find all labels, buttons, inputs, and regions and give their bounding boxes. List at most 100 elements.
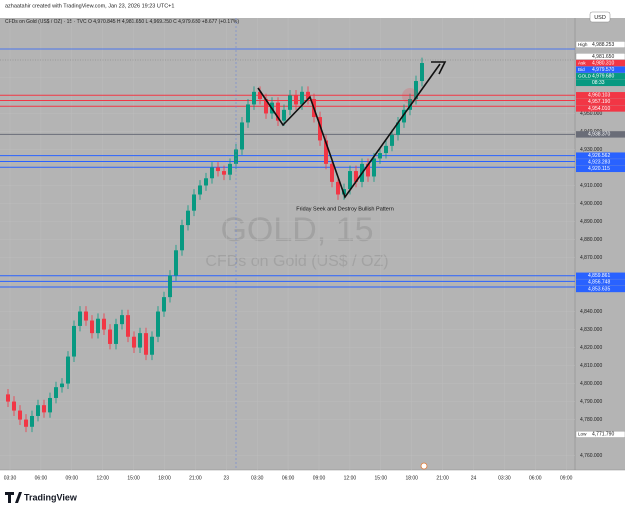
- price-tag-name: Low: [578, 432, 587, 437]
- y-tick-label: 4,840.000: [580, 309, 602, 315]
- x-tick-label: 12:00: [96, 475, 109, 481]
- zigzag-drawing: [257, 63, 441, 199]
- candle-body: [162, 297, 166, 312]
- price-tag-name: Bid: [578, 67, 585, 72]
- y-tick-label: 4,810.000: [580, 363, 602, 369]
- candle-body: [192, 194, 196, 211]
- arrow-head: [431, 61, 447, 75]
- level-tag: 4,923.283: [588, 160, 610, 166]
- price-tag-value: 4,980.310: [592, 60, 614, 66]
- x-tick-label: 09:00: [560, 475, 573, 481]
- y-tick-label: 4,820.000: [580, 345, 602, 351]
- candle-body: [378, 153, 382, 159]
- level-tag: 4,957.190: [588, 99, 610, 105]
- y-tick-label: 4,910.000: [580, 183, 602, 189]
- candle-body: [30, 415, 34, 427]
- x-tick-label: 09:00: [66, 475, 79, 481]
- level-tag-bg: [576, 279, 625, 286]
- candle-body: [6, 394, 10, 402]
- candle-body: [414, 81, 418, 100]
- candle-body: [96, 318, 100, 334]
- candle-body: [120, 315, 124, 325]
- countdown: 08:33: [592, 80, 605, 86]
- y-tick-label: 4,780.000: [580, 417, 602, 423]
- currency[interactable]: USD: [594, 15, 606, 21]
- candle-body: [108, 329, 112, 344]
- candle-body: [324, 140, 328, 164]
- price-tag-bg: [576, 66, 625, 73]
- x-tick-label: 15:00: [127, 475, 140, 481]
- level-tag-bg: [576, 105, 625, 112]
- legend-line: CFDs on Gold (US$ / OZ) · 15 · TVC O 4,9…: [5, 19, 239, 25]
- candle-body: [306, 91, 310, 100]
- candle-body: [198, 185, 202, 195]
- candle-body: [180, 225, 184, 251]
- price-tag-name: Ask: [578, 60, 586, 65]
- watermark-subtitle: CFDs on Gold (US$ / OZ): [205, 253, 388, 270]
- watermark-title: GOLD, 15: [220, 211, 373, 249]
- event-icon[interactable]: [420, 462, 428, 470]
- currency-box[interactable]: [589, 11, 611, 23]
- countdown-bg: [576, 79, 625, 87]
- price-tag-bg: [576, 73, 625, 80]
- candle-body: [138, 333, 142, 348]
- candle-body: [246, 104, 250, 123]
- candle-body: [54, 387, 58, 398]
- x-tick-label: 03:30: [4, 475, 17, 481]
- level-tag: 4,938.370: [588, 132, 610, 138]
- candle-body: [126, 315, 130, 337]
- grid: 4,760.000 4,780.000 4,790.000 4,800.000 4,81…: [0, 18, 602, 481]
- candle-body: [60, 383, 64, 388]
- candle-body: [258, 91, 262, 100]
- candle-body: [48, 397, 52, 413]
- level-tag-bg: [576, 165, 625, 173]
- candle-body: [72, 325, 76, 357]
- candle-body: [24, 419, 28, 427]
- candle-body: [420, 63, 424, 82]
- candle-body: [408, 99, 412, 110]
- level-tag-bg: [576, 131, 625, 138]
- plot-area: [0, 18, 575, 470]
- price-tag-bg: [575, 53, 625, 60]
- level-tag: 4,926.562: [588, 153, 610, 159]
- level-tag-bg: [576, 159, 625, 166]
- price-tag-value: 4,988.253: [592, 42, 614, 48]
- level-tag: 4,853.635: [588, 286, 610, 292]
- brand: TradingView: [5, 492, 78, 503]
- y-tick-label: 4,900.000: [580, 201, 602, 207]
- x-tick-label: 21:00: [189, 475, 202, 481]
- x-tick-label: 09:00: [313, 475, 326, 481]
- level-tag: 4,856.748: [588, 280, 610, 286]
- candle-body: [288, 95, 292, 110]
- candle-body: [294, 95, 298, 105]
- y-tick-label: 4,870.000: [580, 255, 602, 261]
- y-tick-label: 4,930.000: [580, 147, 602, 153]
- candle-body: [276, 102, 280, 121]
- level-tag: 4,954.010: [588, 106, 610, 112]
- x-tick-label: 03:30: [251, 475, 264, 481]
- x-tick-label: 23: [224, 475, 230, 481]
- candle-body: [330, 163, 334, 182]
- candle-body: [240, 122, 244, 150]
- levels: [0, 94, 575, 288]
- y-tick-label: 4,950.000: [580, 111, 602, 117]
- candle-body: [204, 178, 208, 186]
- candle-body: [366, 163, 370, 177]
- candle-body: [132, 336, 136, 348]
- x-tick-label: 18:00: [158, 475, 171, 481]
- candle-body: [84, 311, 88, 321]
- x-tick-label: 12:00: [344, 475, 357, 481]
- candle-body: [210, 167, 214, 179]
- level-tag-bg: [576, 285, 625, 293]
- level-tag-bg: [576, 272, 625, 279]
- price-tag-value: 4,979.570: [592, 67, 614, 73]
- annotation: Friday Seek and Destroy Bullish Pattern: [296, 206, 394, 212]
- price-tag-bg: [575, 430, 625, 438]
- candle-body: [42, 405, 46, 413]
- candle-body: [222, 171, 226, 175]
- highlight: [402, 88, 418, 104]
- price-tag-name: High: [578, 42, 588, 47]
- candle-body: [282, 109, 286, 121]
